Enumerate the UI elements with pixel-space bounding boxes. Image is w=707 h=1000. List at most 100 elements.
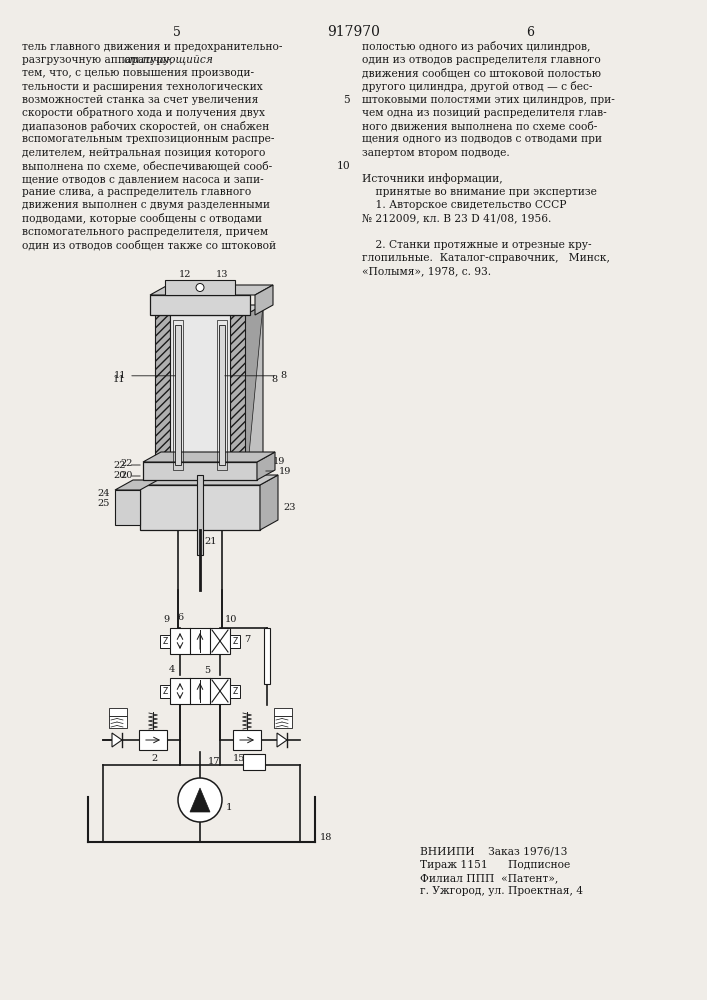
Bar xyxy=(115,490,140,525)
Text: 8: 8 xyxy=(225,371,286,380)
Text: рание слива, а распределитель главного: рание слива, а распределитель главного xyxy=(22,187,251,197)
Text: разгрузочную аппаратуру,: разгрузочную аппаратуру, xyxy=(22,55,176,65)
Text: тельности и расширения технологических: тельности и расширения технологических xyxy=(22,82,263,92)
Text: штоковыми полостями этих цилиндров, при-: штоковыми полостями этих цилиндров, при- xyxy=(362,95,615,105)
Bar xyxy=(160,684,170,698)
Polygon shape xyxy=(155,305,263,315)
Text: глопильные.  Каталог-справочник,   Минск,: глопильные. Каталог-справочник, Минск, xyxy=(362,253,610,263)
Text: 10: 10 xyxy=(225,615,238,624)
Polygon shape xyxy=(140,475,278,485)
Polygon shape xyxy=(255,285,273,315)
Circle shape xyxy=(178,778,222,822)
Text: 25: 25 xyxy=(98,499,110,508)
Polygon shape xyxy=(260,475,278,530)
Text: другого цилиндра, другой отвод — с бес-: другого цилиндра, другой отвод — с бес- xyxy=(362,81,592,92)
Text: 19: 19 xyxy=(266,466,291,476)
Polygon shape xyxy=(115,480,158,490)
Text: 6: 6 xyxy=(177,613,183,622)
Text: Филиал ППП  «Патент»,: Филиал ППП «Патент», xyxy=(420,873,559,883)
Bar xyxy=(175,325,181,465)
Text: 19: 19 xyxy=(273,458,286,466)
Text: 3: 3 xyxy=(173,678,179,687)
Text: «Полымя», 1978, с. 93.: «Полымя», 1978, с. 93. xyxy=(362,266,491,276)
Text: делителем, нейтральная позиция которого: делителем, нейтральная позиция которого xyxy=(22,148,265,158)
Text: 9: 9 xyxy=(164,615,170,624)
Bar xyxy=(230,635,240,648)
Text: 22: 22 xyxy=(114,460,140,470)
Text: 12: 12 xyxy=(179,270,192,279)
Text: 10: 10 xyxy=(337,161,350,171)
Text: 14: 14 xyxy=(114,721,127,730)
Text: 2. Станки протяжные и отрезные кру-: 2. Станки протяжные и отрезные кру- xyxy=(362,240,592,250)
Text: 1. Авторское свидетельство СССР: 1. Авторское свидетельство СССР xyxy=(362,200,566,210)
Bar xyxy=(109,708,127,716)
Bar xyxy=(230,315,245,475)
Text: возможностей станка за счет увеличения: возможностей станка за счет увеличения xyxy=(22,95,258,105)
Bar xyxy=(230,684,240,698)
Bar xyxy=(170,315,230,475)
Bar xyxy=(233,730,261,750)
Bar xyxy=(109,716,127,728)
Text: 15: 15 xyxy=(233,754,245,763)
Bar xyxy=(243,754,265,770)
Text: диапазонов рабочих скоростей, он снабжен: диапазонов рабочих скоростей, он снабжен xyxy=(22,121,269,132)
Bar xyxy=(160,635,170,648)
Bar xyxy=(140,485,260,530)
Text: чем одна из позиций распределителя глав-: чем одна из позиций распределителя глав- xyxy=(362,108,607,118)
Text: 5: 5 xyxy=(173,25,181,38)
Bar xyxy=(150,295,250,315)
Text: тель главного движения и предохранительно-: тель главного движения и предохранительн… xyxy=(22,42,283,52)
Text: 4: 4 xyxy=(169,665,175,674)
Text: вспомогательного распределителя, причем: вспомогательного распределителя, причем xyxy=(22,227,268,237)
Text: Z: Z xyxy=(163,637,168,646)
Text: выполнена по схеме, обеспечивающей сооб-: выполнена по схеме, обеспечивающей сооб- xyxy=(22,160,272,171)
Bar xyxy=(274,708,292,716)
Text: ВНИИПИ    Заказ 1976/13: ВНИИПИ Заказ 1976/13 xyxy=(420,847,568,857)
Text: принятые во внимание при экспертизе: принятые во внимание при экспертизе xyxy=(362,187,597,197)
Text: один из отводов сообщен также со штоковой: один из отводов сообщен также со штоково… xyxy=(22,240,276,250)
Text: Тираж 1151      Подписное: Тираж 1151 Подписное xyxy=(420,860,571,870)
Bar xyxy=(143,462,257,480)
Text: щения одного из подводов с отводами при: щения одного из подводов с отводами при xyxy=(362,134,602,144)
Text: щение отводов с давлением насоса и запи-: щение отводов с давлением насоса и запи- xyxy=(22,174,264,184)
Bar xyxy=(173,320,183,470)
Text: 20: 20 xyxy=(114,472,140,481)
Text: 2: 2 xyxy=(152,754,158,763)
Text: 1: 1 xyxy=(226,804,233,812)
Text: 20: 20 xyxy=(121,472,133,481)
Polygon shape xyxy=(257,452,275,480)
Text: 6: 6 xyxy=(526,25,534,38)
Bar xyxy=(274,716,292,728)
Text: вспомогательным трехпозиционным распре-: вспомогательным трехпозиционным распре- xyxy=(22,134,274,144)
Text: 16: 16 xyxy=(247,758,261,766)
Text: движения сообщен со штоковой полостью: движения сообщен со штоковой полостью xyxy=(362,68,601,79)
Text: Источники информации,: Источники информации, xyxy=(362,174,503,184)
Text: 5: 5 xyxy=(204,666,210,675)
Polygon shape xyxy=(143,452,275,462)
Bar xyxy=(197,475,203,555)
Text: 23: 23 xyxy=(283,503,296,512)
Bar xyxy=(170,628,230,654)
Polygon shape xyxy=(112,733,122,747)
Text: ного движения выполнена по схеме сооб-: ного движения выполнена по схеме сооб- xyxy=(362,121,597,131)
Text: тем, что, с целью повышения производи-: тем, что, с целью повышения производи- xyxy=(22,68,254,78)
Bar xyxy=(217,320,227,470)
Text: 917970: 917970 xyxy=(327,25,380,39)
Text: 11: 11 xyxy=(112,374,125,383)
Text: 22: 22 xyxy=(120,460,133,468)
Text: 5: 5 xyxy=(344,95,350,105)
Bar xyxy=(165,280,235,295)
Polygon shape xyxy=(230,305,263,475)
Text: 24: 24 xyxy=(98,489,110,498)
Text: 13: 13 xyxy=(216,270,228,279)
Bar xyxy=(219,325,225,465)
Text: отличающийся: отличающийся xyxy=(123,55,213,65)
Text: запертом втором подводе.: запертом втором подводе. xyxy=(362,148,510,158)
Text: Z: Z xyxy=(233,686,238,696)
Bar xyxy=(155,315,170,475)
Polygon shape xyxy=(150,285,273,295)
Polygon shape xyxy=(277,733,287,747)
Text: скорости обратного хода и получения двух: скорости обратного хода и получения двух xyxy=(22,107,265,118)
Text: 7: 7 xyxy=(244,635,250,644)
Bar xyxy=(264,628,270,684)
